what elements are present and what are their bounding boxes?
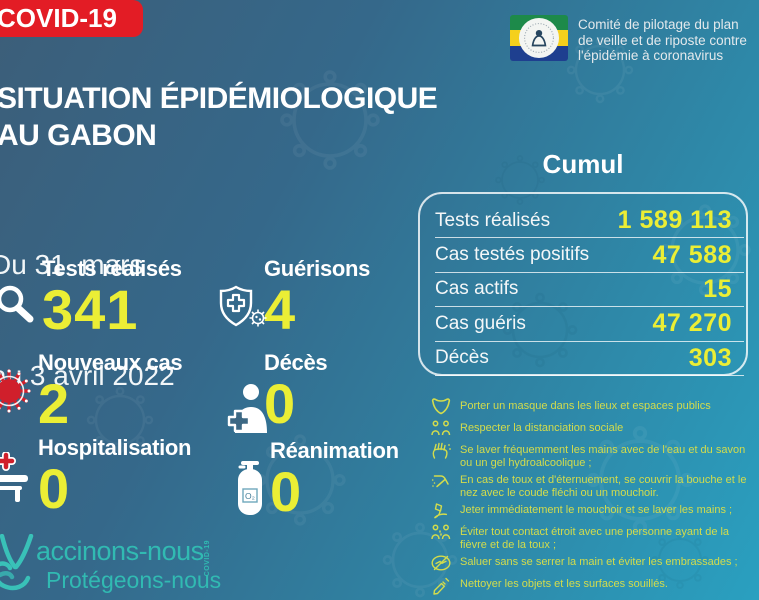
stat-guerisons: Guérisons 4 (212, 256, 430, 338)
row-label: Décès (435, 347, 489, 369)
list-item: En cas de toux et d'éternuement, se couv… (430, 471, 756, 499)
shield-cross-virus-icon (218, 284, 268, 335)
oxygen-tank-icon: O₂ (234, 455, 266, 522)
clean-surfaces-icon (433, 577, 450, 595)
stat-value: 4 (264, 278, 297, 341)
avoid-contact-icon (431, 524, 451, 540)
row-label: Cas testés positifs (435, 244, 590, 266)
stat-deces: Décès 0 (212, 350, 430, 435)
org-header: Comité de pilotage du plan de veille et … (510, 15, 747, 64)
victory-hand-icon (0, 534, 34, 591)
row-value: 47 270 (652, 309, 732, 338)
row-label: Cas guéris (435, 312, 526, 334)
list-item: Jeter immédiatement le mouchoir et se la… (430, 501, 756, 521)
magnifier-icon (0, 284, 38, 333)
measure-text: En cas de toux et d'éternuement, se couv… (460, 474, 747, 499)
row-value: 303 (688, 343, 732, 372)
table-row: Cas testés positifs 47 588 (435, 238, 744, 273)
reporting-period-line2: au 3 avril 2022 (0, 360, 175, 391)
stat-value: 2 (38, 372, 71, 435)
committee-title-line2: de veille et de riposte contre (578, 32, 747, 48)
stat-label: Tests réalisés (42, 256, 182, 281)
covid-19-badge: COVID-19 (0, 0, 143, 37)
person-cross-icon (226, 383, 268, 438)
committee-title-line3: l'épidémie à coronavirus (578, 48, 724, 63)
stat-reanimation: O₂ Réanimation 0 (218, 438, 436, 520)
virus-icon (0, 368, 32, 419)
stat-value: 0 (270, 460, 303, 523)
stat-nouveaux-cas: Nouveaux cas 2 (0, 350, 204, 432)
stat-label: Nouveaux cas (38, 350, 183, 375)
stat-hospitalisation: Hospitalisation 0 (0, 435, 204, 517)
campaign-line1: accinons-nous (36, 536, 204, 566)
table-row: Décès 303 (435, 342, 744, 376)
measure-text: Se laver fréquemment les mains avec de l… (460, 444, 746, 469)
stat-value: 0 (38, 457, 71, 520)
list-item: Nettoyer les objets et les surfaces soui… (430, 575, 756, 595)
measure-text: Nettoyer les objets et les surfaces soui… (460, 578, 668, 590)
cumul-title: Cumul (542, 149, 624, 179)
stat-label: Réanimation (270, 438, 399, 463)
list-item: Porter un masque dans les lieux et espac… (430, 397, 756, 417)
row-label: Tests réalisés (435, 209, 551, 231)
table-row: Tests réalisés 1 589 113 (435, 204, 744, 239)
page-title-line1: SITUATION ÉPIDÉMIOLOGIQUE (0, 82, 438, 115)
reporting-period: Du 31 mars au 3 avril 2022 (0, 172, 175, 468)
vaccination-campaign-logo: accinons-nous COVID-19 Protégeons-nous (0, 530, 238, 600)
reporting-period-line1: Du 31 mars (0, 249, 144, 280)
gabon-emblem-icon (524, 23, 554, 53)
list-item: Se laver fréquemment les mains avec de l… (430, 441, 756, 469)
list-item: Éviter tout contact étroit avec une pers… (430, 523, 756, 551)
oxygen-label: O₂ (245, 491, 255, 501)
row-value: 15 (703, 274, 732, 303)
campaign-line2: Protégeons-nous (46, 567, 222, 593)
row-label: Cas actifs (435, 278, 519, 300)
committee-title-line1: Comité de pilotage du plan (578, 17, 739, 32)
distancing-icon (431, 420, 451, 436)
hand-wash-icon (432, 442, 451, 459)
stat-label: Hospitalisation (38, 435, 192, 460)
stat-tests-realises: Tests réalisés 341 (0, 256, 212, 338)
stat-label: Décès (264, 350, 328, 375)
covid-19-badge-label: COVID-19 (0, 3, 117, 33)
no-handshake-icon (431, 555, 451, 571)
stat-value: 341 (42, 278, 139, 341)
throw-tissue-icon (433, 503, 448, 519)
committee-title: Comité de pilotage du plan de veille et … (578, 15, 747, 64)
table-row: Cas actifs 15 (435, 273, 744, 308)
gabon-emblem-circle (519, 18, 559, 58)
cumul-table: Tests réalisés 1 589 113 Cas testés posi… (418, 192, 748, 376)
measure-text: Éviter tout contact étroit avec une pers… (460, 526, 730, 551)
list-item: Saluer sans se serrer la main et éviter … (430, 553, 756, 573)
measure-text: Porter un masque dans les lieux et espac… (460, 400, 711, 412)
row-value: 47 588 (652, 240, 732, 269)
measure-text: Respecter la distanciation sociale (460, 422, 624, 434)
page-title-line2: AU GABON (0, 119, 157, 152)
cough-elbow-icon (431, 475, 449, 488)
gabon-flag-logo (510, 15, 568, 61)
table-row: Cas guéris 47 270 (435, 307, 744, 342)
stat-value: 0 (264, 372, 297, 435)
mask-icon (431, 398, 451, 415)
measure-text: Jeter immédiatement le mouchoir et se la… (460, 504, 733, 516)
row-value: 1 589 113 (617, 206, 732, 235)
prevention-measures-list: Porter un masque dans les lieux et espac… (430, 397, 756, 597)
stat-label: Guérisons (264, 256, 371, 281)
page-title: SITUATION ÉPIDÉMIOLOGIQUE AU GABON (0, 80, 438, 154)
measure-text: Saluer sans se serrer la main et éviter … (460, 556, 738, 568)
list-item: Respecter la distanciation sociale (430, 419, 756, 439)
hospital-bed-icon (0, 451, 36, 509)
